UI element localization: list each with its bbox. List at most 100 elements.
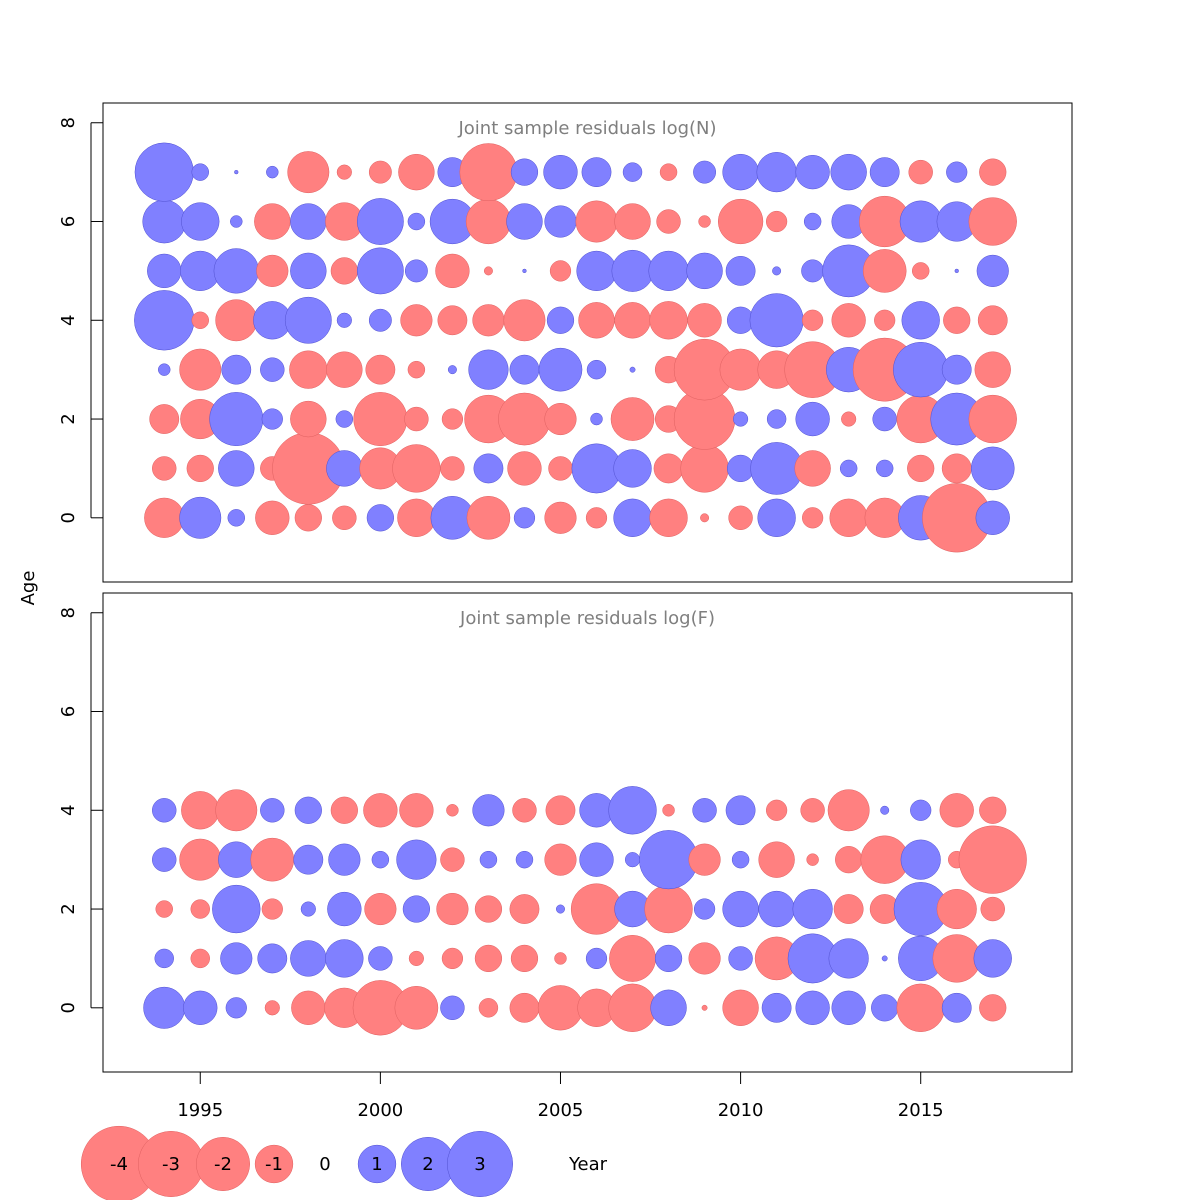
bubble-age5-2012 (801, 259, 825, 283)
bubble-age2-1997 (261, 898, 283, 920)
bubble-age0-2012 (795, 990, 830, 1025)
bubble-age5-2005 (549, 260, 572, 282)
bubble-age1-2017 (973, 939, 1012, 978)
bubble-age7-2006 (581, 157, 612, 188)
panel-1: Joint sample residuals log(N) 0 2 4 6 8 (58, 102, 1073, 583)
y-axis: 0 2 4 6 8 (58, 117, 103, 524)
bubble-age1-2010 (726, 454, 755, 483)
bubble-age5-2003 (483, 266, 493, 276)
bubble-age3-2006 (586, 359, 607, 380)
bubble-age5-2006 (576, 250, 617, 291)
bubble-age2-1998 (290, 400, 327, 438)
bubble-age0-2011 (757, 498, 796, 537)
bubble-age3-1998 (289, 350, 328, 389)
bubble-age1-2012 (794, 450, 831, 487)
bubble-age2-2005 (544, 402, 577, 436)
bubble-age1-2000 (368, 946, 393, 971)
bubble-age0-2007 (613, 498, 652, 537)
bubble-age7-2004 (510, 158, 539, 186)
bubble-age2-1996 (209, 392, 264, 447)
bubble-age6-2004 (506, 203, 543, 240)
bubble-age2-2017 (980, 896, 1005, 922)
bubble-age2-2004 (509, 894, 540, 924)
bubble-age4-2014 (874, 309, 896, 331)
bubble-age6-1996 (230, 215, 243, 228)
bubble-age0-2001 (394, 986, 439, 1030)
bubble-age3-2011 (758, 841, 795, 878)
bubble-age3-2017 (974, 351, 1011, 388)
bubble-age1-2009 (688, 942, 721, 975)
bubble-age4-2013 (831, 303, 866, 338)
bubble-age0-2005 (537, 985, 584, 1031)
bubble-age0-2013 (831, 990, 866, 1025)
bubble-age3-1996 (221, 354, 252, 385)
x-tick-label: 2000 (357, 1100, 403, 1121)
bubble-age1-2003 (473, 453, 504, 484)
bubble-age7-2000 (368, 160, 392, 184)
bubble-age4-2000 (363, 793, 398, 828)
bubble-age4-1994 (152, 798, 177, 823)
bubble-age1-2016 (941, 453, 972, 484)
panel-frame (102, 102, 1073, 583)
bubble-age7-2016 (946, 161, 968, 183)
bubble-age6-1995 (181, 202, 220, 241)
bubble-age4-1994 (134, 290, 195, 351)
bubble-age2-2006 (590, 412, 603, 426)
bubble-age4-2004 (512, 798, 537, 823)
bubble-age3-2007 (629, 366, 636, 373)
bubble-age1-2008 (654, 944, 683, 973)
bubble-age3-2001 (407, 360, 426, 379)
bubble-age0-1996 (225, 997, 247, 1019)
bubble-age5-1994 (147, 253, 182, 289)
legend-bubble (196, 1137, 250, 1191)
bubble-age3-2012 (806, 853, 819, 866)
bubble-age4-2012 (800, 798, 825, 823)
bubble-age2-2002 (441, 408, 464, 430)
bubble-age4-2003 (472, 794, 505, 827)
bubble-age1-2005 (554, 952, 567, 965)
bubble-age5-2009 (686, 252, 723, 290)
bubble-age1-2017 (970, 446, 1015, 491)
bubble-age7-2012 (795, 154, 830, 190)
bubble-age6-1997 (254, 203, 291, 240)
bubble-age2-1995 (190, 899, 210, 919)
bubble-age4-2010 (725, 795, 756, 826)
bubble-age1-1994 (154, 948, 174, 969)
bubble-age5-2001 (404, 259, 428, 283)
bubble-age6-2008 (656, 209, 681, 234)
bubble-age0-1996 (227, 509, 245, 527)
bubble-age0-2012 (802, 507, 824, 529)
bubble-age2-2001 (402, 895, 431, 923)
bubble-age3-2013 (835, 846, 863, 874)
bubble-age0-2009 (701, 1004, 708, 1011)
bubble-age3-2004 (515, 850, 534, 869)
bubble-age2-2013 (841, 411, 857, 427)
bubble-age6-2000 (356, 198, 404, 245)
bubble-age7-1998 (287, 151, 330, 194)
bubble-age0-2010 (728, 505, 753, 531)
bubble-age4-1998 (284, 296, 332, 344)
bubble-age4-1999 (336, 312, 352, 328)
bubble-age0-2013 (829, 498, 868, 537)
bubble-age3-1998 (293, 844, 324, 875)
bubble-age1-1996 (220, 942, 253, 975)
bubble-age7-1995 (191, 163, 209, 181)
bubble-age2-2009 (693, 898, 716, 920)
bubble-age1-2004 (510, 944, 539, 973)
legend-label: -4 (110, 1154, 128, 1175)
bubble-age6-2006 (575, 200, 618, 243)
bubble-age1-1999 (326, 450, 363, 487)
bubble-age7-1996 (234, 169, 239, 175)
bubble-age4-2011 (766, 799, 788, 821)
bubble-age4-1999 (330, 796, 358, 824)
bubble-age3-1995 (179, 348, 222, 391)
bubble-age3-2006 (579, 842, 614, 877)
bubble-age4-1996 (215, 789, 258, 832)
bubble-age7-2017 (979, 158, 1007, 186)
y-tick-label: 6 (58, 706, 79, 717)
bubble-age3-2010 (731, 850, 750, 869)
bubble-age6-2003 (465, 198, 512, 245)
bubble-age7-2010 (722, 153, 759, 191)
bubble-age1-1994 (152, 456, 177, 481)
bubble-age6-2011 (766, 210, 788, 233)
